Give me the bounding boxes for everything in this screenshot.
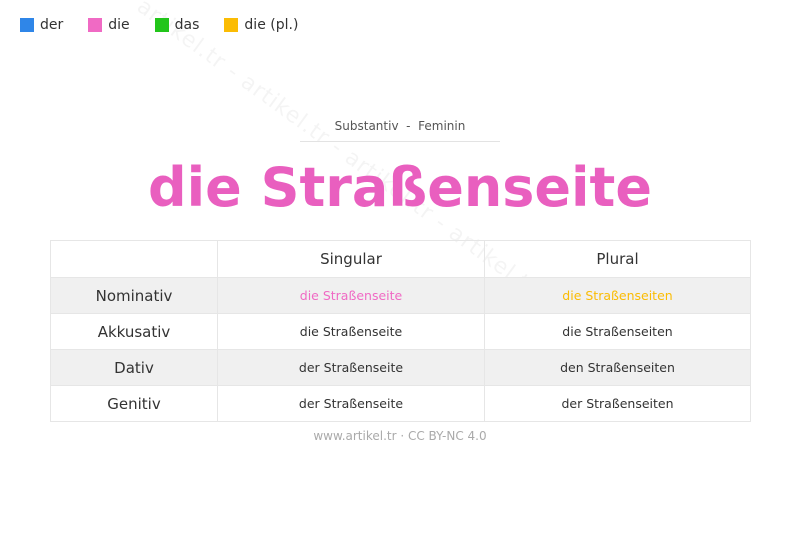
legend-label: der [40,17,64,33]
singular-cell: der Straßenseite [217,349,485,386]
plural-cell: der Straßenseiten [484,385,751,422]
case-label: Dativ [50,349,218,386]
plural-cell: die Straßenseiten [484,277,751,314]
singular-cell: die Straßenseite [217,313,485,350]
header-empty [50,240,218,278]
case-label: Nominativ [50,277,218,314]
color-swatch [154,18,169,32]
color-swatch [224,18,239,32]
legend-item-das: das [154,17,200,33]
legend-label: die (pl.) [244,17,299,33]
case-label: Genitiv [50,385,218,422]
gender-legend: der die das die (pl.) [20,17,323,33]
color-swatch [20,18,34,32]
table-row: Nominativ die Straßenseite die Straßense… [50,277,751,314]
declension-table: Singular Plural Nominativ die Straßensei… [50,240,751,422]
license-footer: www.artikel.tr · CC BY-NC 4.0 [313,429,487,443]
legend-item-plural: die (pl.) [224,17,298,33]
plural-cell: den Straßenseiten [484,349,751,386]
case-label: Akkusativ [50,313,218,350]
table-row: Genitiv der Straßenseite der Straßenseit… [50,385,751,422]
table-row: Dativ der Straßenseite den Straßenseiten [50,349,751,386]
legend-item-der: der [20,17,63,33]
header-singular: Singular [217,240,485,278]
legend-label: die [108,17,130,33]
legend-item-die: die [88,17,130,33]
singular-cell: die Straßenseite [217,277,485,314]
color-swatch [88,18,103,32]
header-plural: Plural [484,240,751,278]
plural-cell: die Straßenseiten [484,313,751,350]
legend-label: das [174,17,200,33]
table-header-row: Singular Plural [50,240,751,278]
noun-title: die Straßenseite [148,156,652,219]
singular-cell: der Straßenseite [217,385,485,422]
word-type-subtitle: Substantiv - Feminin [300,119,500,142]
table-row: Akkusativ die Straßenseite die Straßense… [50,313,751,350]
